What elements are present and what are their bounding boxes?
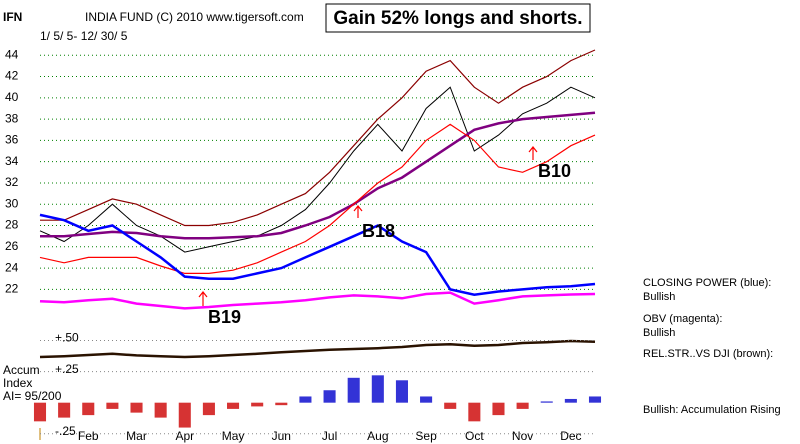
x-tick-label: Apr: [175, 429, 194, 443]
series-line: [39, 86, 596, 253]
y-tick-label: 44: [5, 47, 19, 61]
x-tick-label: Dec: [560, 429, 581, 443]
x-tick-label: May: [222, 429, 245, 443]
annotation: B10: [538, 161, 571, 181]
accum-bar: [58, 402, 71, 418]
y-tick-label: 32: [5, 175, 19, 189]
annotation: B18: [362, 221, 395, 241]
y-tick-label: 42: [5, 69, 19, 83]
series-line: [39, 123, 596, 274]
accum-bar: [347, 377, 360, 403]
series-line: [40, 111, 596, 240]
arrows: [198, 146, 538, 306]
x-tick-label: Mar: [126, 429, 147, 443]
side-label: OBV (magenta):: [643, 313, 722, 325]
y-tick-label: 38: [5, 111, 19, 125]
accum-bar: [564, 398, 577, 403]
accum-bar: [420, 396, 433, 403]
accum-bar: [323, 390, 336, 403]
accum-bar: [202, 402, 215, 416]
accum-bar: [299, 396, 312, 403]
symbol: IFN: [3, 10, 22, 24]
y-tick-label: 22: [5, 282, 19, 296]
x-tick-label: Nov: [512, 429, 533, 443]
accum-bar: [395, 380, 408, 403]
accum-bar: [106, 402, 119, 409]
side-label: Bullish: [643, 327, 675, 339]
chart-title: INDIA FUND (C) 2010 www.tigersoft.com: [85, 10, 304, 24]
accum-label: AI= 95/200: [3, 389, 62, 403]
series-line: [39, 213, 596, 296]
accum-bar: [492, 402, 505, 416]
subtitle: 1/ 5/ 5- 12/ 30/ 5: [40, 29, 128, 43]
accum-bar: [33, 402, 47, 422]
y-tick-label: 28: [5, 218, 19, 232]
accum-bar: [275, 402, 288, 406]
y-tick-label: +.50: [55, 331, 79, 345]
accum-bar: [371, 375, 384, 403]
x-tick-label: Oct: [465, 429, 484, 443]
y-tick-label: 36: [5, 133, 19, 147]
obv-line: [39, 291, 596, 310]
x-tick-label: Feb: [78, 429, 99, 443]
accum-bar: [588, 396, 602, 403]
y-tick-label: 40: [5, 90, 19, 104]
accum-bar: [540, 401, 553, 403]
x-tick-label: Jun: [272, 429, 291, 443]
x-tick-label: Aug: [367, 429, 388, 443]
side-label: CLOSING POWER (blue):: [643, 277, 771, 289]
accum-label: Accum: [3, 363, 40, 377]
side-label: Bullish: [643, 291, 675, 303]
rel-strength-line: [39, 339, 596, 359]
accum-label: Index: [3, 376, 32, 390]
side-label: Bullish: Accumulation Rising: [643, 404, 781, 416]
y-tick-label: 30: [5, 196, 19, 210]
headline-box: [325, 3, 591, 33]
accum-bar: [154, 402, 167, 418]
y-tick-label: 26: [5, 239, 19, 253]
accum-bar: [82, 402, 95, 416]
accum-bar: [130, 402, 143, 413]
series-line: [40, 49, 596, 227]
y-tick-label: 34: [5, 154, 19, 168]
headline: Gain 52% longs and shorts.: [333, 8, 582, 29]
y-tick-label: +.25: [55, 362, 79, 376]
accum-bar: [227, 402, 240, 409]
y-tick-label: 24: [5, 260, 19, 274]
side-label: REL.STR..VS DJI (brown):: [643, 348, 773, 360]
accum-bar: [516, 402, 529, 409]
accum-bar: [444, 402, 457, 409]
accum-bar: [251, 402, 264, 407]
accum-bar: [178, 402, 191, 428]
x-tick-label: Jul: [322, 429, 337, 443]
annotation: B19: [208, 307, 241, 327]
accum-bar: [468, 402, 481, 422]
x-tick-label: Sep: [415, 429, 437, 443]
y-tick-label: -.25: [55, 424, 76, 438]
